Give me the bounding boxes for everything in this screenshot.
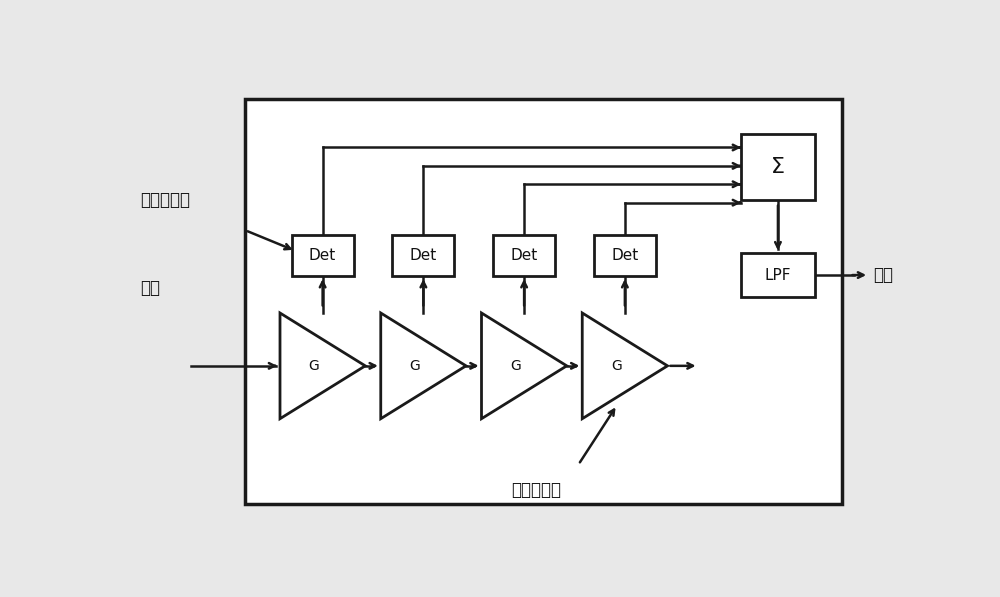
Text: LPF: LPF — [765, 267, 791, 282]
Text: Det: Det — [511, 248, 538, 263]
Text: 包络检波器: 包络检波器 — [140, 192, 190, 210]
Polygon shape — [381, 313, 466, 418]
Text: Det: Det — [309, 248, 336, 263]
FancyBboxPatch shape — [493, 235, 555, 276]
Polygon shape — [582, 313, 668, 418]
Polygon shape — [280, 313, 365, 418]
FancyBboxPatch shape — [392, 235, 454, 276]
FancyBboxPatch shape — [741, 134, 815, 201]
FancyBboxPatch shape — [741, 253, 815, 297]
Text: Det: Det — [410, 248, 437, 263]
Text: G: G — [611, 359, 622, 373]
Text: 输入: 输入 — [140, 279, 160, 297]
Text: G: G — [510, 359, 521, 373]
Text: 输出: 输出 — [873, 266, 893, 284]
Text: G: G — [409, 359, 420, 373]
Polygon shape — [482, 313, 567, 418]
Text: Det: Det — [611, 248, 639, 263]
FancyBboxPatch shape — [594, 235, 656, 276]
Text: G: G — [309, 359, 319, 373]
Text: Σ: Σ — [771, 157, 785, 177]
FancyBboxPatch shape — [292, 235, 354, 276]
Text: 限幅放大器: 限幅放大器 — [511, 481, 561, 499]
FancyBboxPatch shape — [245, 99, 842, 504]
